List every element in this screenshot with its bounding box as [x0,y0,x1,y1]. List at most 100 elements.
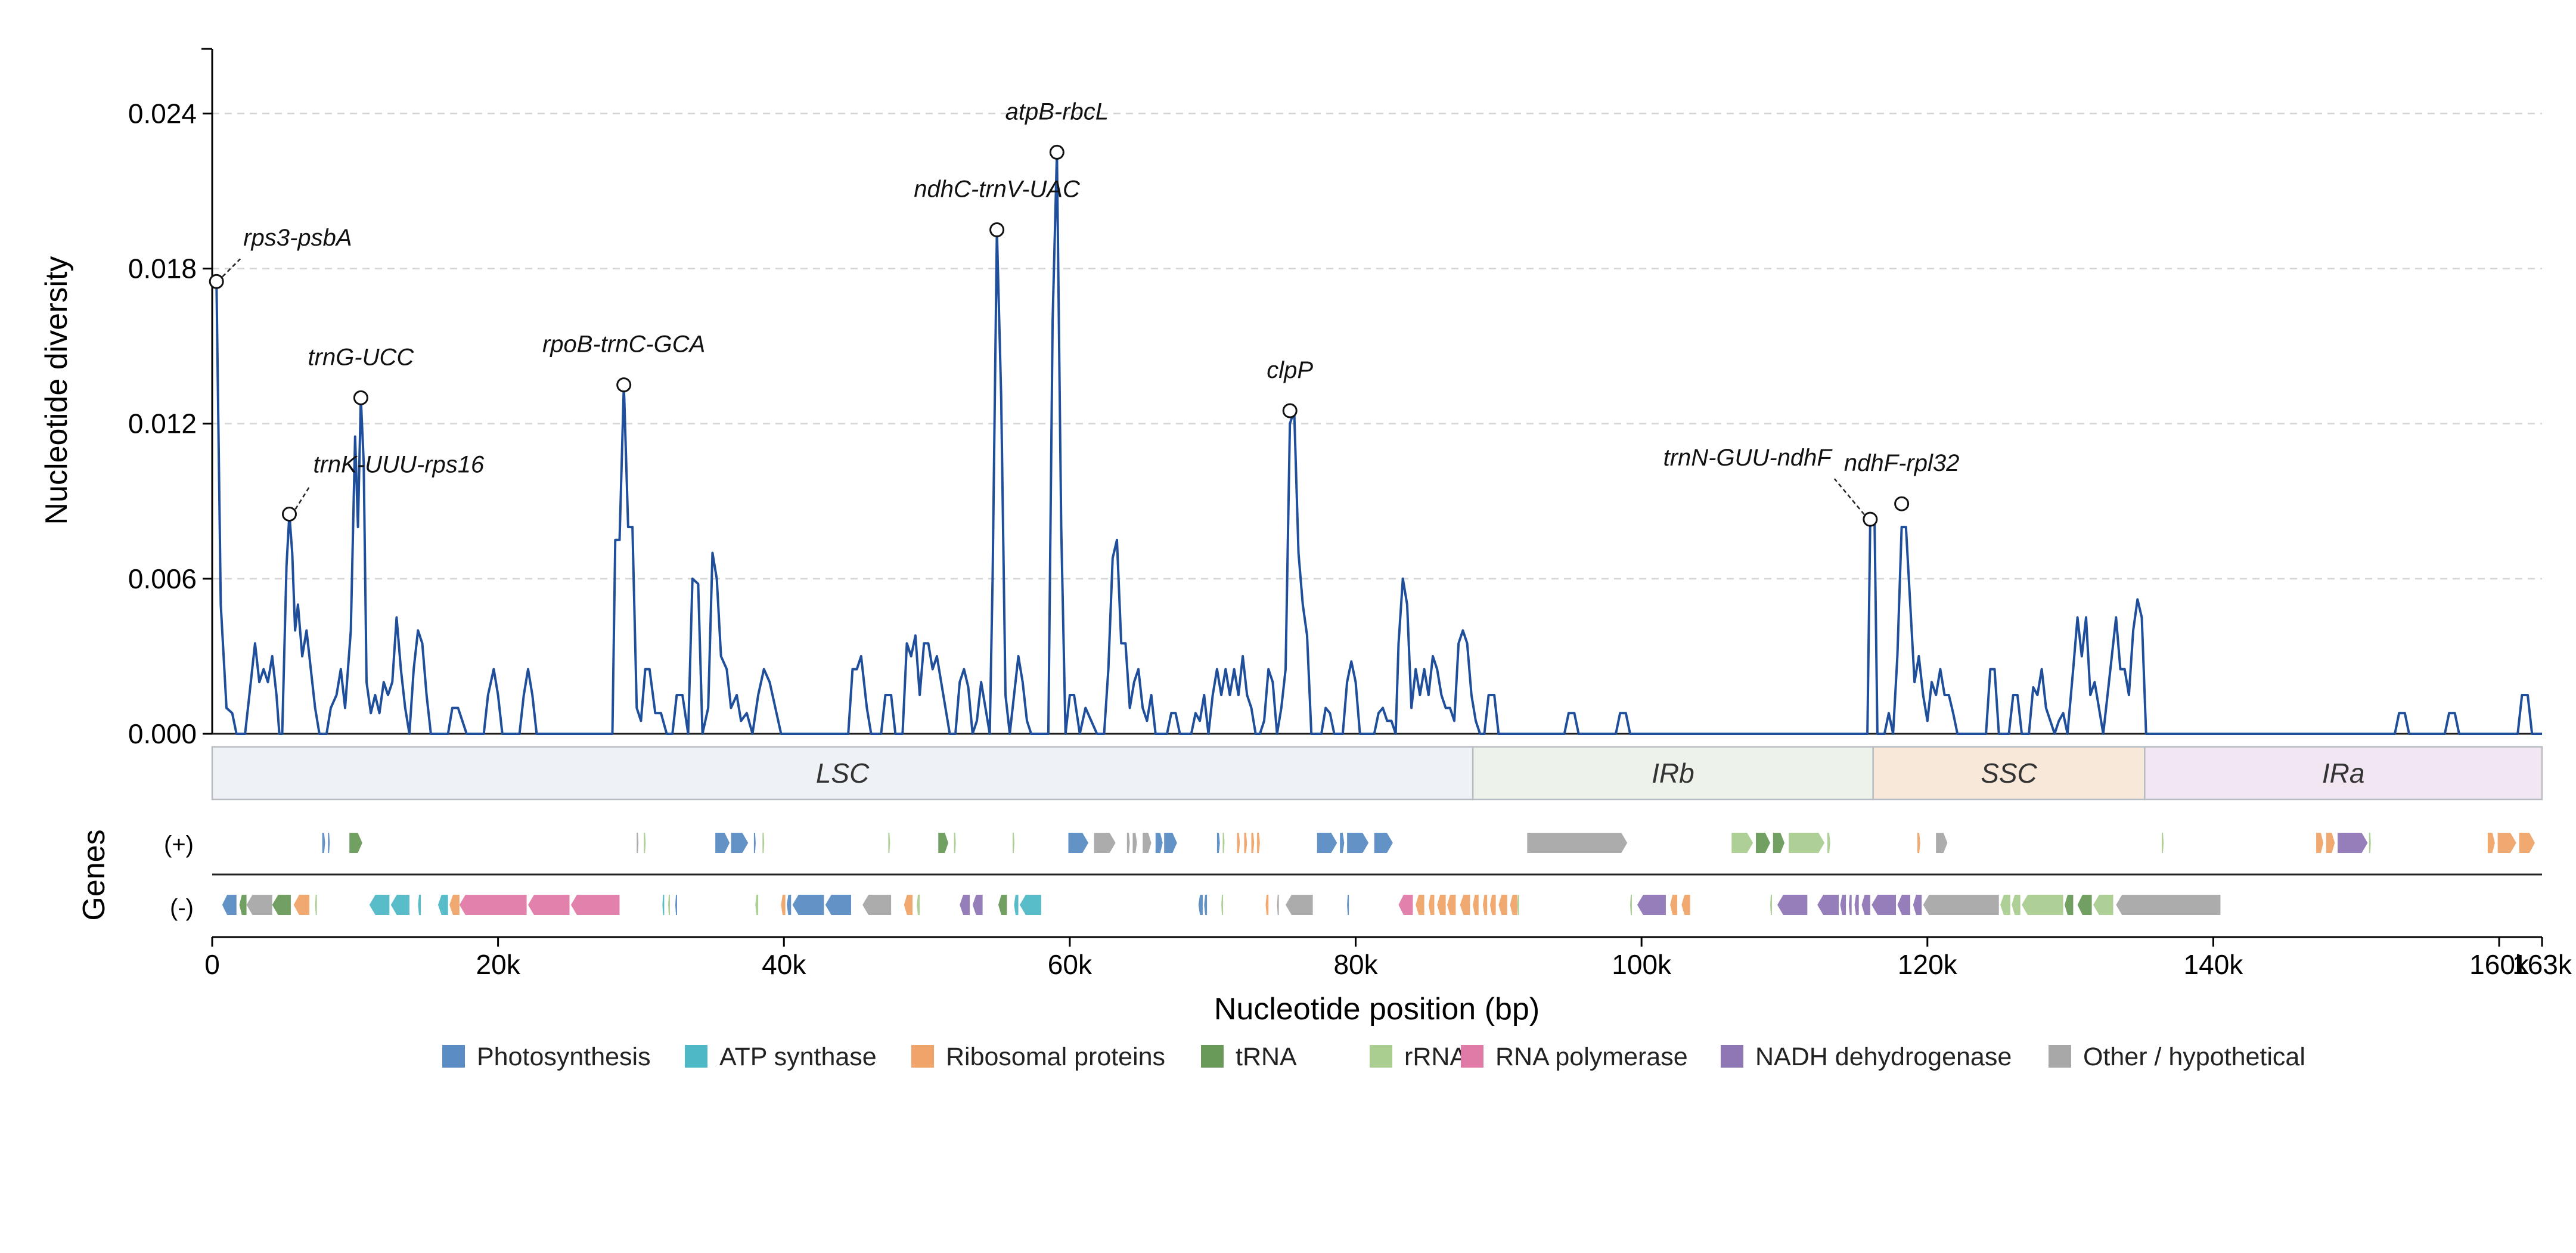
gene-plus-strand [637,833,639,853]
gene-minus-strand [246,895,272,915]
y-tick-label: 0.000 [128,718,197,749]
legend-swatch [1721,1045,1743,1068]
gene-plus-strand [1317,833,1337,853]
genes-axis-label: Genes [77,829,111,920]
gene-plus-strand [1340,833,1345,853]
gene-plus-strand [2519,833,2535,853]
y-axis-label: Nucleotide diversity [39,256,74,525]
gene-plus-strand [1012,833,1014,853]
gene-plus-strand [2162,833,2164,853]
gene-minus-strand [1019,895,1041,915]
x-tick-label: 160k [2469,949,2530,980]
gene-minus-strand [2116,895,2221,915]
peak-label: trnG-UCC [308,344,415,370]
legend-label: rRNA [1404,1043,1467,1071]
gene-plus-strand [1094,833,1116,853]
peak-marker [1894,496,1910,511]
x-axis-label: Nucleotide position (bp) [1214,992,1540,1026]
gene-minus-strand [825,895,851,915]
gene-plus-strand [1827,833,1830,853]
x-tick-label: 0 [204,949,220,980]
gene-plus-strand [2487,833,2495,853]
peak-marker [1049,144,1064,160]
gene-plus-strand [2497,833,2516,853]
x-tick-label: 163k [2512,949,2572,980]
gene-minus-strand [1517,895,1519,915]
gene-plus-strand [715,833,730,853]
gene-minus-strand [449,895,460,915]
legend-label: Other / hypothetical [2083,1043,2305,1071]
gene-minus-strand [1489,895,1496,915]
gene-minus-strand [390,895,409,915]
gene-minus-strand [1637,895,1666,915]
gene-plus-strand [1132,833,1137,853]
gene-plus-strand [753,833,756,853]
gene-minus-strand [2022,895,2063,915]
gene-minus-strand [1265,895,1269,915]
gene-minus-strand [781,895,786,915]
gene-plus-strand [1244,833,1247,853]
gene-minus-strand [998,895,1007,915]
gene-minus-strand [1670,895,1678,915]
gene-minus-strand [960,895,970,915]
gene-plus-strand [938,833,949,853]
peak-label: rps3-psbA [243,225,352,251]
gene-minus-strand [1848,895,1852,915]
gene-plus-strand [2326,833,2335,853]
gene-plus-strand [731,833,749,853]
gene-minus-strand [662,895,665,915]
gene-plus-strand [1216,833,1220,853]
gene-minus-strand [315,895,317,915]
gene-plus-strand [1143,833,1152,853]
gene-plus-strand [1237,833,1240,853]
legend-swatch [442,1045,465,1068]
gene-plus-strand [2338,833,2368,853]
gene-plus-strand [1936,833,1948,853]
region-lsc [211,746,1474,801]
gene-minus-strand [1416,895,1424,915]
peak-label: ndhC-trnV-UAC [914,176,1081,203]
peak-marker [353,390,368,405]
annotation-leader-line [294,485,311,510]
gene-minus-strand [2012,895,2021,915]
plus-strand-label: (+) [164,832,194,858]
gene-plus-strand [1126,833,1130,853]
gene-minus-strand [1897,895,1911,915]
x-tick-label: 140k [2184,949,2244,980]
gene-plus-strand [1527,833,1628,853]
gene-plus-strand [1068,833,1089,853]
annotation-leader-line [1833,478,1865,515]
gene-minus-strand [917,895,920,915]
legend-label: Ribosomal proteins [946,1043,1165,1071]
gene-minus-strand [369,895,390,915]
region-label: IRa [2322,758,2365,789]
gene-minus-strand [1428,895,1435,915]
gene-minus-strand [1221,895,1224,915]
gene-minus-strand [972,895,983,915]
gene-minus-strand [2077,895,2092,915]
peak-label: rpoB-trnC-GCA [542,331,705,358]
x-tick-label: 80k [1333,949,1378,980]
y-tick-label: 0.006 [128,563,197,594]
legend-swatch [1461,1045,1483,1068]
gene-minus-strand [1277,895,1279,915]
gene-minus-strand [675,895,678,915]
gene-plus-strand [2369,833,2371,853]
y-tick-label: 0.012 [128,408,197,439]
gene-minus-strand [1473,895,1479,915]
peak-marker [282,506,297,522]
x-tick-label: 100k [1612,949,1672,980]
gene-plus-strand [1789,833,1825,853]
gene-plus-strand [954,833,956,853]
gene-minus-strand [1510,895,1517,915]
y-tick-label: 0.018 [128,253,197,284]
legend-swatch [1370,1045,1392,1068]
gene-minus-strand [1447,895,1456,915]
gene-plus-strand [1756,833,1770,853]
gene-minus-strand [1840,895,1846,915]
gene-plus-strand [644,833,646,853]
gene-minus-strand [1286,895,1313,915]
legend-swatch [685,1045,707,1068]
